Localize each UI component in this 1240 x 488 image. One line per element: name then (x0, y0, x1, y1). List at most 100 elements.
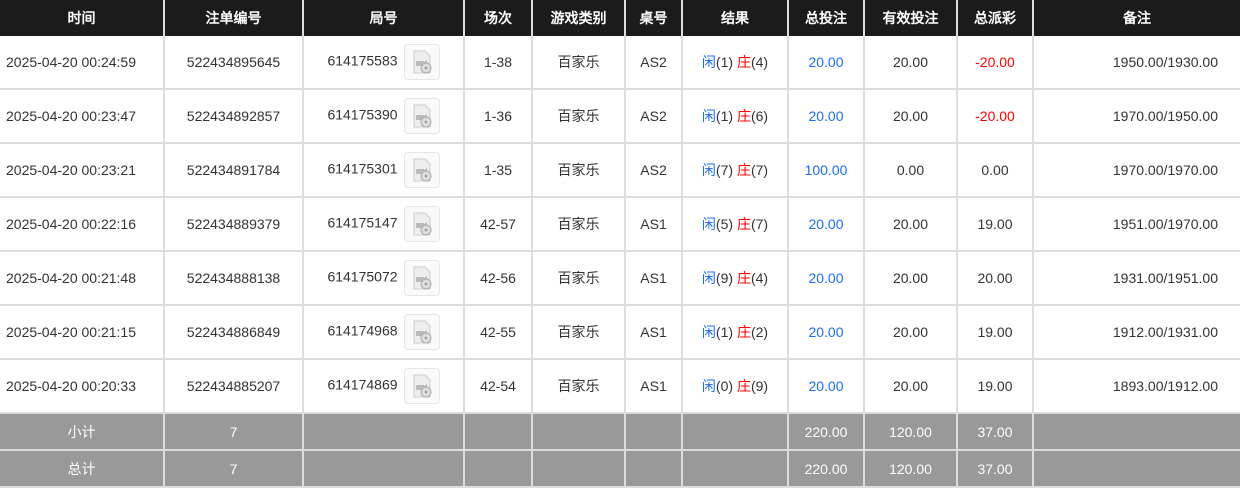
video-replay-icon[interactable] (403, 206, 440, 242)
total-bet: 20.00 (787, 359, 865, 414)
round-id: 614175301 (327, 160, 398, 177)
banker-points: (7) (750, 162, 769, 178)
valid-bet: 0.00 (863, 143, 958, 198)
payout: -20.00 (956, 36, 1034, 90)
total-bet: 20.00 (787, 89, 865, 144)
total-bet: 20.00 (787, 305, 865, 360)
video-replay-icon[interactable] (403, 368, 440, 404)
game-type: 百家乐 (531, 305, 626, 360)
banker-points: (9) (750, 378, 769, 394)
game-type: 百家乐 (531, 359, 626, 414)
header-time: 时间 (0, 0, 164, 36)
result: 闲(9) 庄(4) (681, 251, 789, 306)
table-row: 2025-04-20 00:22:16 522434889379 6141751… (0, 197, 1240, 252)
header-remark: 备注 (1032, 0, 1240, 36)
round-id: 614174968 (327, 322, 398, 339)
banker-label: 庄 (736, 54, 751, 70)
video-replay-icon[interactable] (403, 260, 440, 296)
banker-label: 庄 (736, 108, 751, 124)
table-row: 2025-04-20 00:23:21 522434891784 6141753… (0, 143, 1240, 198)
video-replay-icon[interactable] (403, 98, 440, 134)
shoe: 42-57 (463, 197, 533, 252)
result: 闲(7) 庄(7) (681, 143, 789, 198)
footer-valid-bet: 120.00 (863, 450, 958, 488)
game-type: 百家乐 (531, 36, 626, 90)
table-header: 时间 注单编号 局号 场次 游戏类别 桌号 结果 总投注 有效投注 总派彩 备注 (0, 0, 1240, 36)
bet-id: 522434891784 (163, 143, 304, 198)
time: 2025-04-20 00:23:47 (0, 89, 165, 144)
banker-label: 庄 (736, 216, 751, 232)
time: 2025-04-20 00:22:16 (0, 197, 165, 252)
game-type: 百家乐 (531, 89, 626, 144)
shoe: 1-35 (463, 143, 533, 198)
result: 闲(1) 庄(6) (681, 89, 789, 144)
time: 2025-04-20 00:23:21 (0, 143, 165, 198)
table-no: AS1 (624, 197, 683, 252)
table-no: AS2 (624, 89, 683, 144)
round-id: 614174869 (327, 376, 398, 393)
remark: 1950.00/1930.00 (1032, 36, 1240, 90)
remark: 1893.00/1912.00 (1032, 359, 1240, 414)
player-points: (0) (715, 378, 734, 394)
time: 2025-04-20 00:20:33 (0, 359, 165, 414)
total-bet: 100.00 (787, 143, 865, 198)
valid-bet: 20.00 (863, 197, 958, 252)
valid-bet: 20.00 (863, 89, 958, 144)
time: 2025-04-20 00:24:59 (0, 36, 165, 90)
table-no: AS2 (624, 36, 683, 90)
valid-bet: 20.00 (863, 359, 958, 414)
valid-bet: 20.00 (863, 251, 958, 306)
valid-bet: 20.00 (863, 305, 958, 360)
player-points: (1) (715, 108, 734, 124)
banker-label: 庄 (736, 324, 751, 340)
header-valid-bet: 有效投注 (863, 0, 957, 36)
table-row: 2025-04-20 00:21:48 522434888138 6141750… (0, 251, 1240, 306)
footer-total-bet: 220.00 (787, 413, 865, 451)
total-bet: 20.00 (787, 197, 865, 252)
bet-id: 522434892857 (163, 89, 304, 144)
header-total-bet: 总投注 (787, 0, 864, 36)
header-game-type: 游戏类别 (531, 0, 625, 36)
bet-id: 522434885207 (163, 359, 304, 414)
round-id: 614175072 (327, 268, 398, 285)
game-type: 百家乐 (531, 197, 626, 252)
player-label: 闲 (701, 162, 716, 178)
header-round: 局号 (302, 0, 464, 36)
round-cell: 614175147 (302, 197, 465, 252)
game-type: 百家乐 (531, 251, 626, 306)
player-points: (9) (715, 270, 734, 286)
round-cell: 614175583 (302, 36, 465, 90)
round-cell: 614175390 (302, 89, 465, 144)
payout: 19.00 (956, 197, 1034, 252)
shoe: 1-36 (463, 89, 533, 144)
footer-payout: 37.00 (956, 450, 1034, 488)
remark: 1970.00/1970.00 (1032, 143, 1240, 198)
total-bet: 20.00 (787, 36, 865, 90)
shoe: 1-38 (463, 36, 533, 90)
banker-points: (2) (750, 324, 769, 340)
total-row: 总计 7 220.00 120.00 37.00 (0, 450, 1240, 488)
header-shoe: 场次 (463, 0, 532, 36)
video-replay-icon[interactable] (403, 44, 440, 80)
round-id: 614175583 (327, 52, 398, 69)
round-cell: 614175301 (302, 143, 465, 198)
banker-label: 庄 (736, 162, 751, 178)
player-points: (1) (715, 324, 734, 340)
round-cell: 614174869 (302, 359, 465, 414)
payout: -20.00 (956, 89, 1034, 144)
player-label: 闲 (701, 108, 716, 124)
result: 闲(0) 庄(9) (681, 359, 789, 414)
banker-points: (7) (750, 216, 769, 232)
header-bet-id: 注单编号 (163, 0, 303, 36)
banker-label: 庄 (736, 270, 751, 286)
result: 闲(1) 庄(2) (681, 305, 789, 360)
game-type: 百家乐 (531, 143, 626, 198)
banker-label: 庄 (736, 378, 751, 394)
result: 闲(1) 庄(4) (681, 36, 789, 90)
video-replay-icon[interactable] (403, 314, 440, 350)
table-row: 2025-04-20 00:20:33 522434885207 6141748… (0, 359, 1240, 414)
video-replay-icon[interactable] (403, 152, 440, 188)
table-no: AS1 (624, 305, 683, 360)
table-no: AS1 (624, 359, 683, 414)
